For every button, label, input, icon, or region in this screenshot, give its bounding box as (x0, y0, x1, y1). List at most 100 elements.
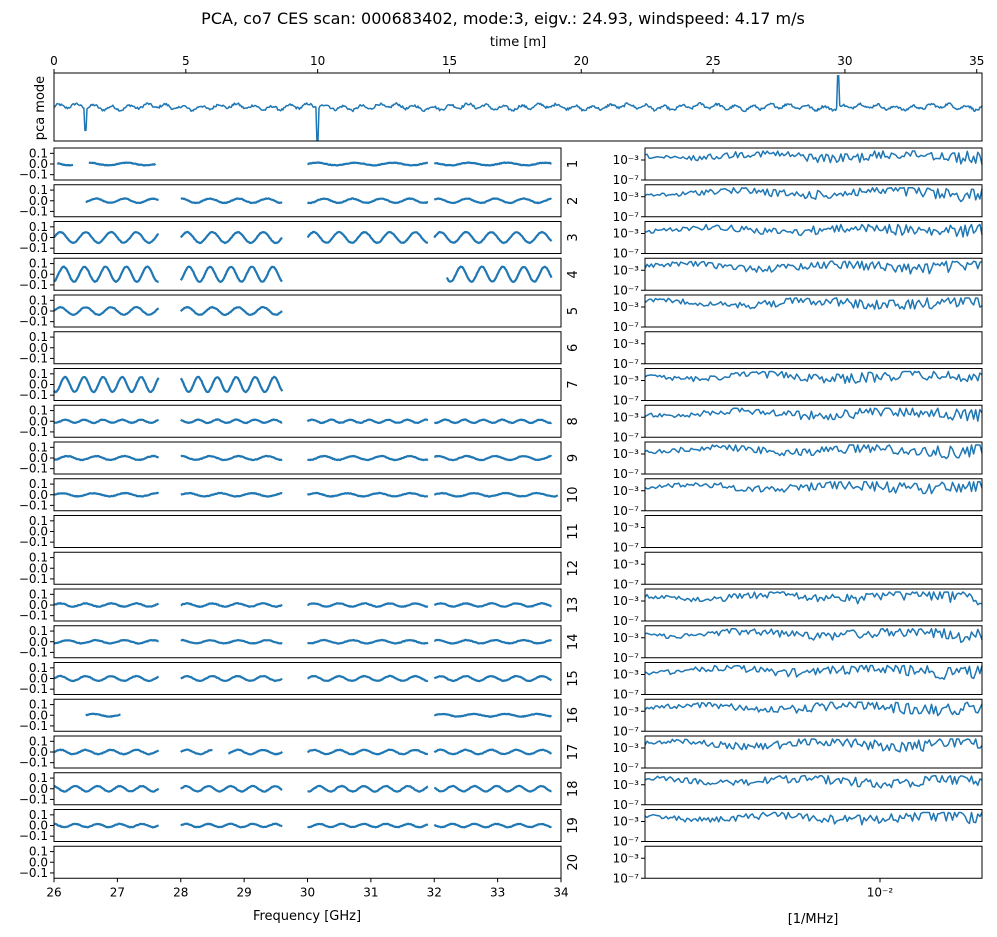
figure-title: PCA, co7 CES scan: 000683402, mode:3, ei… (201, 9, 805, 28)
feed-label: 3 (566, 233, 581, 241)
feed-10-segment (53, 491, 160, 498)
feed-3-segment (53, 230, 160, 245)
right-ytick-label: 10⁻⁷ (613, 798, 640, 812)
feed-11-right-frame (644, 515, 983, 548)
feed-1-segment (56, 162, 74, 167)
right-ytick-label: 10⁻⁷ (613, 467, 640, 481)
left-ytick-label: 0.0 (29, 672, 48, 686)
feed-4-right-frame (644, 257, 983, 291)
feed-1-segment (88, 161, 157, 167)
feed-9-segment (180, 454, 283, 462)
feed-17-right-frame (644, 735, 983, 769)
left-ytick-label: 0.0 (29, 598, 48, 612)
feed-17-segment (53, 748, 160, 756)
feed-14-segment (307, 638, 429, 645)
feed-1-segment (307, 161, 429, 167)
left-ytick-label: 0.0 (29, 414, 48, 428)
left-ytick-label: 0.0 (29, 635, 48, 649)
feed-18-left-frame (53, 772, 562, 806)
left-ytick-label: 0.0 (29, 231, 48, 245)
feed-15-segment (180, 674, 283, 683)
left-ytick-label: 0.1 (29, 698, 48, 712)
left-ytick-label: −0.1 (19, 609, 48, 623)
feed-13-segment (433, 601, 552, 608)
feed-15-segment (53, 674, 159, 683)
left-ytick-label: −0.1 (19, 278, 48, 292)
feed-19-right-frame (644, 809, 983, 842)
top-xtick-label: 10 (310, 54, 325, 68)
right-ytick-label: 10⁻⁷ (613, 688, 640, 702)
top-xtick-label: 25 (705, 54, 720, 68)
top-xlabel: time [m] (490, 35, 546, 50)
feed-label: 6 (566, 344, 581, 352)
left-xtick-label: 34 (553, 885, 568, 899)
feed-label: 18 (566, 781, 581, 798)
feed-19-segment (180, 822, 283, 829)
feed-13-segment (53, 601, 160, 608)
left-xtick-label: 28 (173, 885, 188, 899)
right-ytick-label: 10⁻⁷ (613, 210, 640, 224)
left-ytick-label: 0.0 (29, 525, 48, 539)
feed-9-right-frame (644, 441, 983, 475)
left-ytick-label: 0.0 (29, 194, 48, 208)
left-ytick-label: −0.1 (19, 645, 48, 659)
feed-10-right-frame (644, 478, 983, 512)
left-ytick-label: 0.1 (29, 293, 48, 307)
right-ytick-label: 10⁻⁷ (613, 247, 640, 261)
feed-13-spectrum (644, 591, 983, 606)
right-xlabel: [1/MHz] (788, 912, 839, 927)
right-ytick-label: 10⁻⁷ (613, 614, 640, 628)
feed-2-spectrum (644, 187, 983, 203)
right-ytick-label: 10⁻³ (613, 227, 640, 241)
right-ytick-label: 10⁻³ (613, 300, 640, 314)
left-ytick-label: 0.0 (29, 855, 48, 869)
right-ytick-label: 10⁻³ (613, 557, 640, 571)
right-ytick-label: 10⁻⁷ (613, 541, 640, 555)
feed-1-right-frame (644, 147, 983, 181)
feed-8-segment (434, 418, 552, 425)
feed-17-segment (433, 748, 553, 756)
left-xtick-label: 31 (363, 885, 378, 899)
left-ytick-label: −0.1 (19, 682, 48, 696)
left-ytick-label: 0.1 (29, 845, 48, 859)
feed-2-segment (306, 197, 429, 205)
feed-15-segment (433, 674, 552, 683)
left-ytick-label: 0.0 (29, 745, 48, 759)
left-ytick-label: 0.1 (29, 146, 48, 160)
feed-2-segment (433, 197, 552, 205)
feed-label: 16 (566, 707, 581, 724)
feed-16-segment (433, 712, 552, 718)
right-ytick-label: 10⁻³ (613, 153, 640, 167)
left-ytick-label: 0.1 (29, 661, 48, 675)
right-ytick-label: 10⁻³ (613, 778, 640, 792)
right-ytick-label: 10⁻³ (613, 594, 640, 608)
right-ytick-label: 10⁻³ (613, 263, 640, 277)
feed-7-spectrum (644, 370, 983, 384)
left-ytick-label: 0.1 (29, 477, 48, 491)
feed-10-segment (180, 491, 283, 498)
feed-label: 20 (566, 854, 581, 871)
feed-label: 4 (566, 270, 581, 278)
feed-18-right-frame (644, 772, 983, 806)
feed-2-right-frame (644, 184, 983, 218)
feed-8-segment (53, 418, 159, 425)
left-ytick-label: −0.1 (19, 425, 48, 439)
left-ytick-label: −0.1 (19, 572, 48, 586)
plot-area: 0 5 10 15 20 25 30 350.10.0−0.11 10⁻³10⁻⁷0.10.0−… (19, 54, 985, 899)
left-ytick-label: −0.1 (19, 719, 48, 733)
feed-label: 2 (566, 197, 581, 205)
left-ytick-label: 0.1 (29, 404, 48, 418)
left-ytick-label: 0.1 (29, 624, 48, 638)
right-ytick-label: 10⁻³ (613, 447, 640, 461)
feed-9-segment (434, 454, 552, 462)
feed-8-segment (180, 418, 283, 425)
feed-20-left-frame (53, 845, 562, 879)
top-xtick-label: 20 (574, 54, 589, 68)
left-ytick-label: −0.1 (19, 462, 48, 476)
feed-label: 7 (566, 380, 581, 388)
left-ytick-label: −0.1 (19, 866, 48, 880)
feed-19-spectrum (644, 811, 983, 826)
feed-6-right-frame (644, 331, 983, 365)
left-ytick-label: 0.1 (29, 514, 48, 528)
right-ytick-label: 10⁻⁷ (613, 430, 640, 444)
